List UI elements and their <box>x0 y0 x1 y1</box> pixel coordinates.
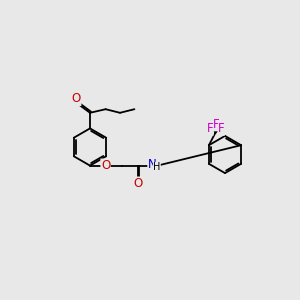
Text: F: F <box>213 118 219 131</box>
Text: F: F <box>207 122 213 136</box>
Text: O: O <box>133 177 142 190</box>
Text: O: O <box>101 159 110 172</box>
Text: F: F <box>213 118 219 131</box>
Text: O: O <box>72 92 81 106</box>
Text: H: H <box>153 162 161 172</box>
Text: N: N <box>148 158 157 171</box>
Text: F: F <box>218 122 225 136</box>
